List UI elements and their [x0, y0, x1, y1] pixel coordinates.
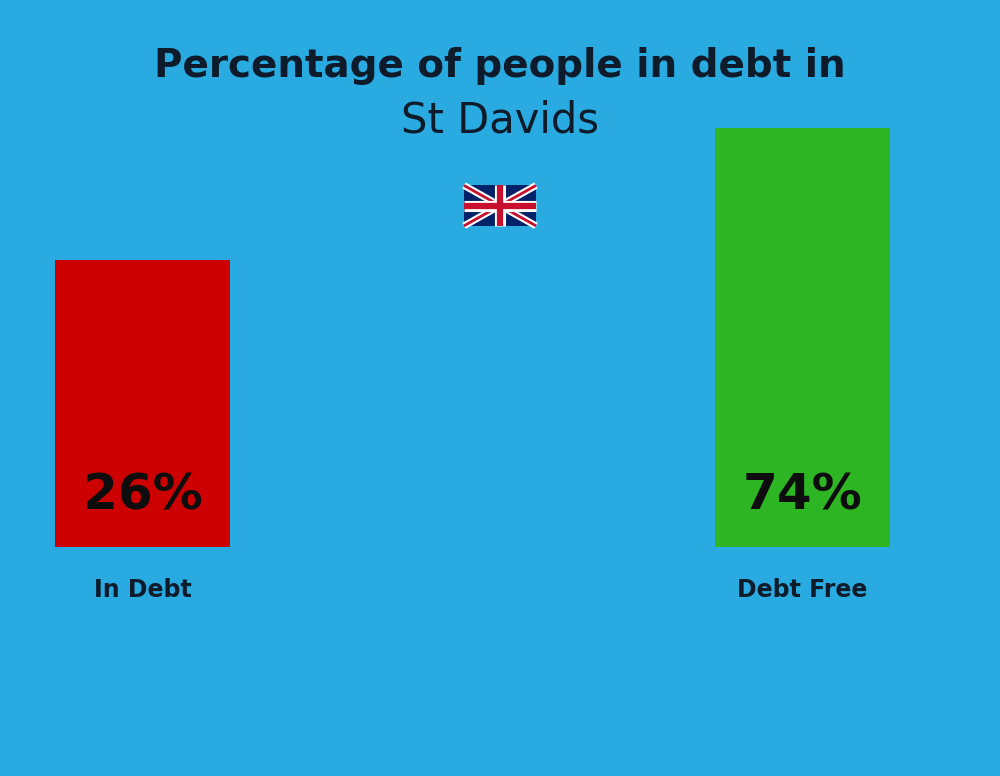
Text: Percentage of people in debt in: Percentage of people in debt in [154, 47, 846, 85]
Text: Debt Free: Debt Free [737, 578, 868, 601]
FancyBboxPatch shape [715, 128, 890, 547]
Text: St Davids: St Davids [401, 99, 599, 141]
Text: In Debt: In Debt [94, 578, 191, 601]
Text: 26%: 26% [83, 472, 202, 520]
Text: 74%: 74% [743, 472, 862, 520]
FancyBboxPatch shape [464, 185, 536, 226]
FancyBboxPatch shape [55, 260, 230, 547]
